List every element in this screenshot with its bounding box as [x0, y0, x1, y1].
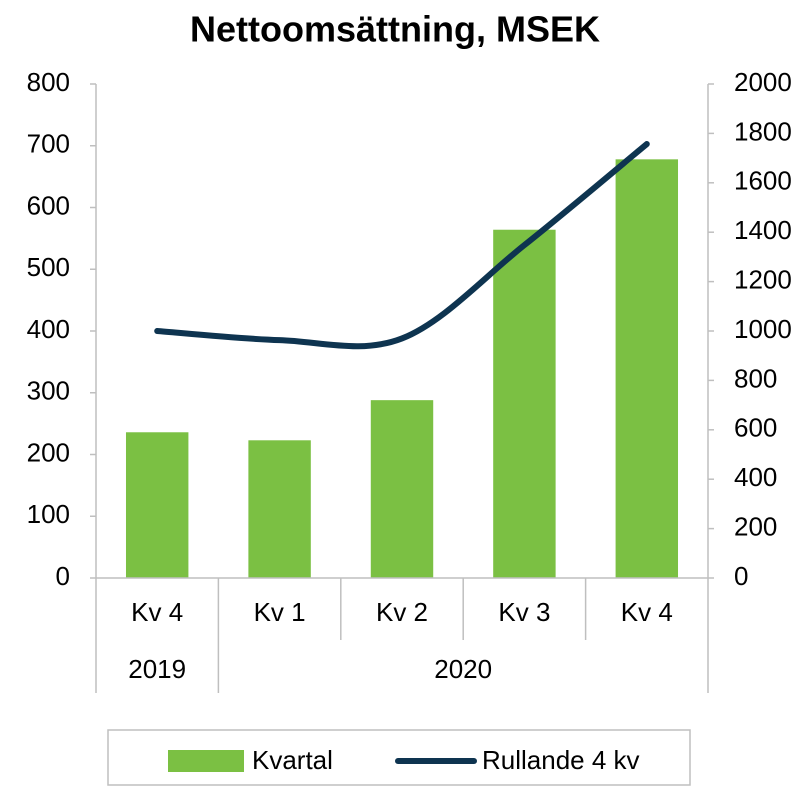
y-tick-label: 0 — [56, 561, 70, 591]
y2-tick-label: 400 — [734, 462, 777, 492]
x-tick-label: Kv 2 — [376, 597, 428, 627]
legend-swatch — [168, 750, 244, 772]
bar — [493, 229, 556, 579]
y2-tick-label: 1400 — [734, 215, 792, 245]
bar — [125, 432, 189, 578]
y-tick-label: 800 — [27, 67, 70, 97]
y-tick-label: 700 — [27, 129, 70, 159]
bar — [248, 440, 311, 578]
group-label: 2019 — [128, 654, 186, 684]
bar — [615, 159, 679, 578]
y2-tick-label: 800 — [734, 363, 777, 393]
group-label: 2020 — [434, 654, 492, 684]
y2-tick-label: 600 — [734, 413, 777, 443]
y2-tick-label: 1800 — [734, 116, 792, 146]
legend-box — [107, 729, 691, 786]
y2-tick-label: 2000 — [734, 67, 792, 97]
y-tick-label: 300 — [27, 376, 70, 406]
legend-label: Kvartal — [252, 745, 333, 775]
line — [154, 141, 650, 350]
y-tick-label: 100 — [27, 499, 70, 529]
x-tick-label: Kv 4 — [621, 597, 673, 627]
y2-tick-label: 1600 — [734, 166, 792, 196]
y2-tick-label: 0 — [734, 561, 748, 591]
y2-tick-label: 200 — [734, 511, 777, 541]
legend-label: Rullande 4 kv — [482, 745, 640, 775]
x-tick-label: Kv 3 — [498, 597, 550, 627]
y-tick-label: 200 — [27, 437, 70, 467]
chart-title: Nettoomsättning, MSEK — [190, 9, 600, 50]
y-tick-label: 500 — [27, 252, 70, 282]
bar — [370, 400, 434, 578]
y2-tick-label: 1200 — [734, 264, 792, 294]
y-tick-label: 600 — [27, 190, 70, 220]
y2-tick-label: 1000 — [734, 314, 792, 344]
y-tick-label: 400 — [27, 314, 70, 344]
x-tick-label: Kv 4 — [131, 597, 183, 627]
x-tick-label: Kv 1 — [254, 597, 306, 627]
